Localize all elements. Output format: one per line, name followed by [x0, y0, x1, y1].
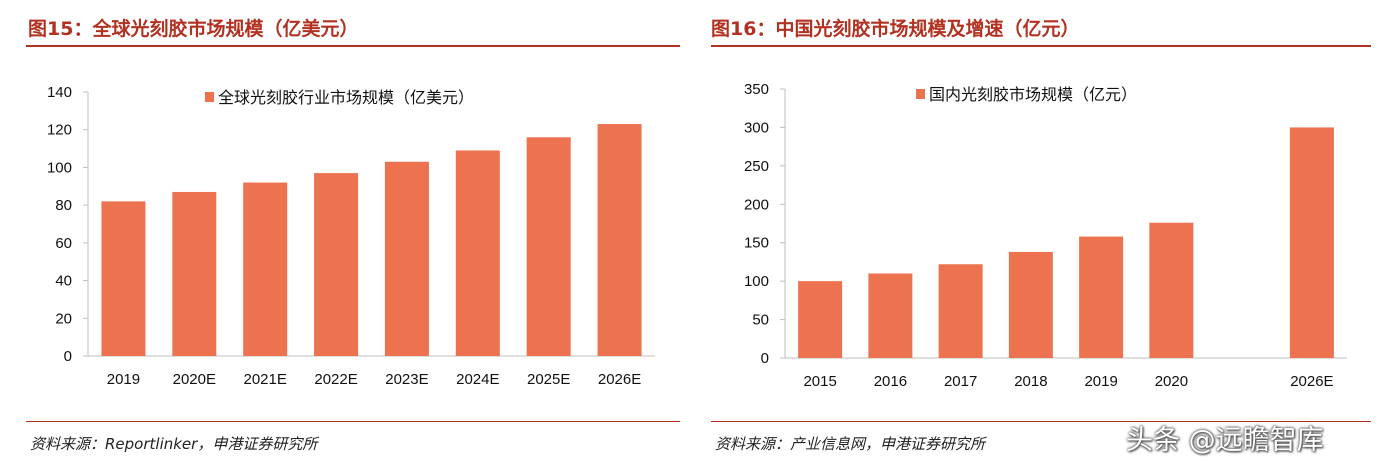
y-tick-label: 120: [47, 122, 72, 139]
y-tick-label: 50: [752, 312, 769, 329]
x-tick-label: 2024E: [456, 371, 499, 388]
bar: [1079, 236, 1124, 358]
figure-16-source-rule: [711, 421, 1371, 422]
x-tick-label: 2021E: [244, 371, 287, 388]
figure-15-title-rule: [26, 45, 680, 47]
figure-16-source: 资料来源：产业信息网，申港证券研究所: [715, 435, 986, 453]
y-tick-label: 20: [55, 310, 72, 327]
x-tick-label: 2019: [1084, 373, 1117, 390]
figure-15-chart: 0 20 40 60 80 100 120 140 2019 2020E 2021E 2022E 202…: [47, 84, 655, 388]
bar: [868, 273, 913, 358]
legend-swatch: [205, 92, 214, 102]
x-tick-label: 2017: [944, 373, 977, 390]
y-tick-label: 40: [55, 273, 72, 290]
legend-label: 国内光刻胶市场规模（亿元）: [929, 85, 1137, 104]
legend-label: 全球光刻胶行业市场规模（亿美元）: [218, 88, 474, 107]
x-tick-label: 2015: [803, 373, 836, 390]
bar: [597, 124, 642, 356]
y-tick-label: 200: [744, 196, 769, 213]
bar: [101, 201, 146, 356]
bar: [938, 264, 983, 358]
y-tick-label: 0: [761, 350, 769, 367]
legend-swatch: [916, 89, 925, 99]
y-tick-label: 80: [55, 197, 72, 214]
y-tick-label: 250: [744, 158, 769, 175]
figure-15-panel: 图15：全球光刻胶市场规模（亿美元） 0 20 40 60 80 100 120 140 201…: [0, 0, 690, 473]
y-tick-label: 100: [744, 273, 769, 290]
bar: [798, 281, 843, 358]
x-tick-label: 2022E: [314, 371, 357, 388]
figure-15-title: 图15：全球光刻胶市场规模（亿美元）: [28, 18, 359, 40]
bar: [172, 191, 217, 356]
bar: [455, 150, 500, 356]
x-tick-label: 2016: [874, 373, 907, 390]
y-tick-label: 350: [744, 81, 769, 98]
y-tick-label: 60: [55, 235, 72, 252]
x-tick-label: 2019: [107, 371, 140, 388]
bar: [1149, 222, 1194, 358]
y-tick-label: 300: [744, 119, 769, 136]
bar: [1008, 251, 1053, 358]
figure-16-chart: 0 50 100 150 200 250 300 350 2015 2016 2017 2018 201…: [744, 81, 1347, 390]
y-tick-label: 0: [64, 348, 72, 365]
figure-15-source-rule: [26, 421, 680, 422]
figure-16-title: 图16：中国光刻胶市场规模及增速（亿元）: [711, 18, 1080, 40]
bar: [314, 173, 359, 356]
figure-16-title-rule: [711, 45, 1371, 47]
bar: [384, 161, 429, 356]
y-tick-label: 140: [47, 84, 72, 101]
x-tick-label: 2026E: [598, 371, 641, 388]
x-tick-label: 2025E: [527, 371, 570, 388]
figure-15-source: 资料来源：Reportlinker，申港证券研究所: [30, 435, 318, 453]
x-tick-label: 2018: [1014, 373, 1047, 390]
x-tick-label: 2020E: [173, 371, 216, 388]
y-tick-label: 100: [47, 159, 72, 176]
watermark: 头条 @远瞻智库: [1126, 425, 1324, 456]
bar: [243, 182, 288, 356]
x-tick-label: 2023E: [385, 371, 428, 388]
bar: [1289, 127, 1334, 358]
y-tick-label: 150: [744, 235, 769, 252]
figure-16-panel: 图16：中国光刻胶市场规模及增速（亿元） 0 50 100 150 200 250 300 3…: [703, 0, 1397, 473]
bar: [526, 137, 571, 356]
x-tick-label: 2026E: [1290, 373, 1333, 390]
x-tick-label: 2020: [1155, 373, 1188, 390]
